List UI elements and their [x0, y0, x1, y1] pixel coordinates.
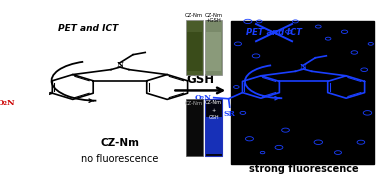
- Text: CZ-Nm: CZ-Nm: [185, 13, 203, 18]
- Text: O₂N: O₂N: [195, 94, 212, 102]
- Text: CZ-Nm: CZ-Nm: [101, 138, 139, 148]
- Text: GSH: GSH: [186, 73, 214, 86]
- Bar: [186, 32, 201, 71]
- Bar: [205, 99, 222, 156]
- Bar: [205, 20, 222, 75]
- Text: N: N: [300, 63, 307, 71]
- Text: N: N: [116, 61, 123, 69]
- Bar: [186, 20, 203, 75]
- Text: +: +: [212, 108, 216, 113]
- Text: GSH: GSH: [208, 115, 219, 120]
- Text: CZ-Nm: CZ-Nm: [204, 13, 223, 18]
- Text: SR: SR: [224, 110, 235, 118]
- Text: PET and ICT: PET and ICT: [246, 28, 302, 37]
- Bar: [186, 99, 203, 156]
- Bar: [206, 117, 222, 154]
- Text: CZ-Nm: CZ-Nm: [205, 100, 222, 105]
- Text: +GSH: +GSH: [206, 18, 222, 23]
- Text: no fluorescence: no fluorescence: [81, 154, 159, 164]
- Bar: [231, 21, 374, 164]
- Text: CZ-Nm: CZ-Nm: [185, 101, 203, 106]
- Bar: [206, 32, 221, 71]
- Text: PET and ICT: PET and ICT: [58, 24, 118, 33]
- Text: O₂N: O₂N: [0, 99, 16, 106]
- Text: strong fluorescence: strong fluorescence: [249, 165, 358, 174]
